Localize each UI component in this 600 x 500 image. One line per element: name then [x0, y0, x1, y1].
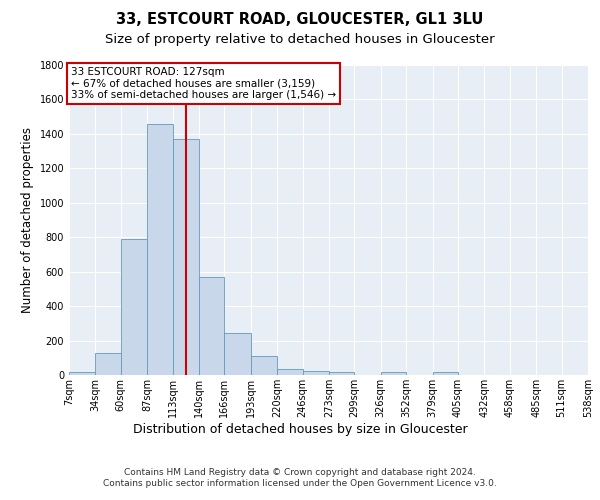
Text: Size of property relative to detached houses in Gloucester: Size of property relative to detached ho… [105, 32, 495, 46]
Text: 33 ESTCOURT ROAD: 127sqm
← 67% of detached houses are smaller (3,159)
33% of sem: 33 ESTCOURT ROAD: 127sqm ← 67% of detach… [71, 66, 336, 100]
Y-axis label: Number of detached properties: Number of detached properties [21, 127, 34, 313]
Bar [251, 356, 277, 375]
Bar [121, 239, 147, 375]
Bar [95, 352, 121, 375]
Bar [277, 369, 302, 375]
Bar [199, 277, 224, 375]
Bar [224, 333, 251, 375]
Bar [173, 139, 199, 375]
Bar [329, 372, 355, 375]
Text: 33, ESTCOURT ROAD, GLOUCESTER, GL1 3LU: 33, ESTCOURT ROAD, GLOUCESTER, GL1 3LU [116, 12, 484, 28]
Bar [302, 370, 329, 375]
Bar [147, 124, 173, 375]
Bar [69, 372, 95, 375]
Bar [433, 372, 458, 375]
Bar [381, 372, 406, 375]
Text: Contains HM Land Registry data © Crown copyright and database right 2024.
Contai: Contains HM Land Registry data © Crown c… [103, 468, 497, 487]
Text: Distribution of detached houses by size in Gloucester: Distribution of detached houses by size … [133, 422, 467, 436]
